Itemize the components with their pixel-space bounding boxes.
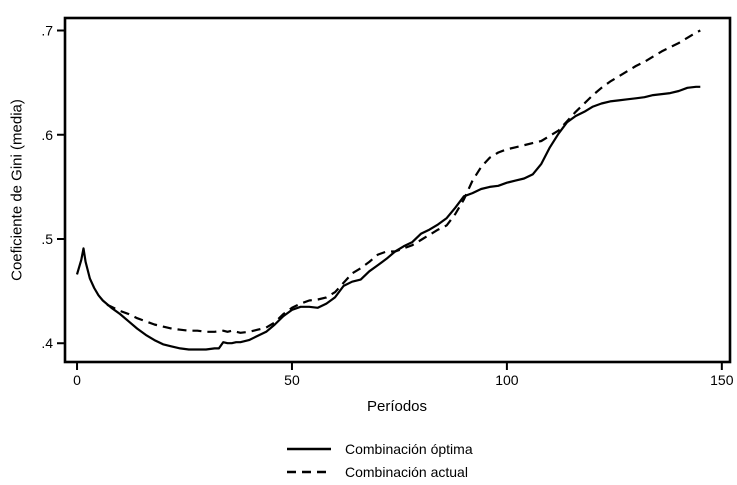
x-axis-title: Períodos: [366, 398, 428, 415]
y-tick-label: .5: [41, 231, 53, 247]
y-tick-label: .7: [41, 23, 53, 39]
x-tick-label: 100: [495, 372, 519, 388]
x-tick-label: 150: [710, 372, 734, 388]
series-line-dashed: [106, 29, 701, 334]
legend-item-optima: Combinación óptima: [286, 437, 473, 460]
y-tick-label: .6: [41, 127, 53, 143]
legend-label-optima: Combinación óptima: [345, 440, 473, 457]
series-line-solid: [75, 85, 701, 351]
legend-label-actual: Combinación actual: [345, 463, 468, 480]
y-tick-label: .4: [41, 335, 53, 351]
plot-border: [63, 16, 732, 364]
x-tick-label: 0: [73, 372, 81, 388]
legend: Combinación óptima Combinación actual: [286, 437, 473, 483]
x-tick-label: 50: [284, 372, 300, 388]
legend-item-actual: Combinación actual: [286, 460, 473, 483]
solid-line-swatch-icon: [287, 447, 331, 450]
dashed-line-swatch-icon: [287, 470, 331, 473]
